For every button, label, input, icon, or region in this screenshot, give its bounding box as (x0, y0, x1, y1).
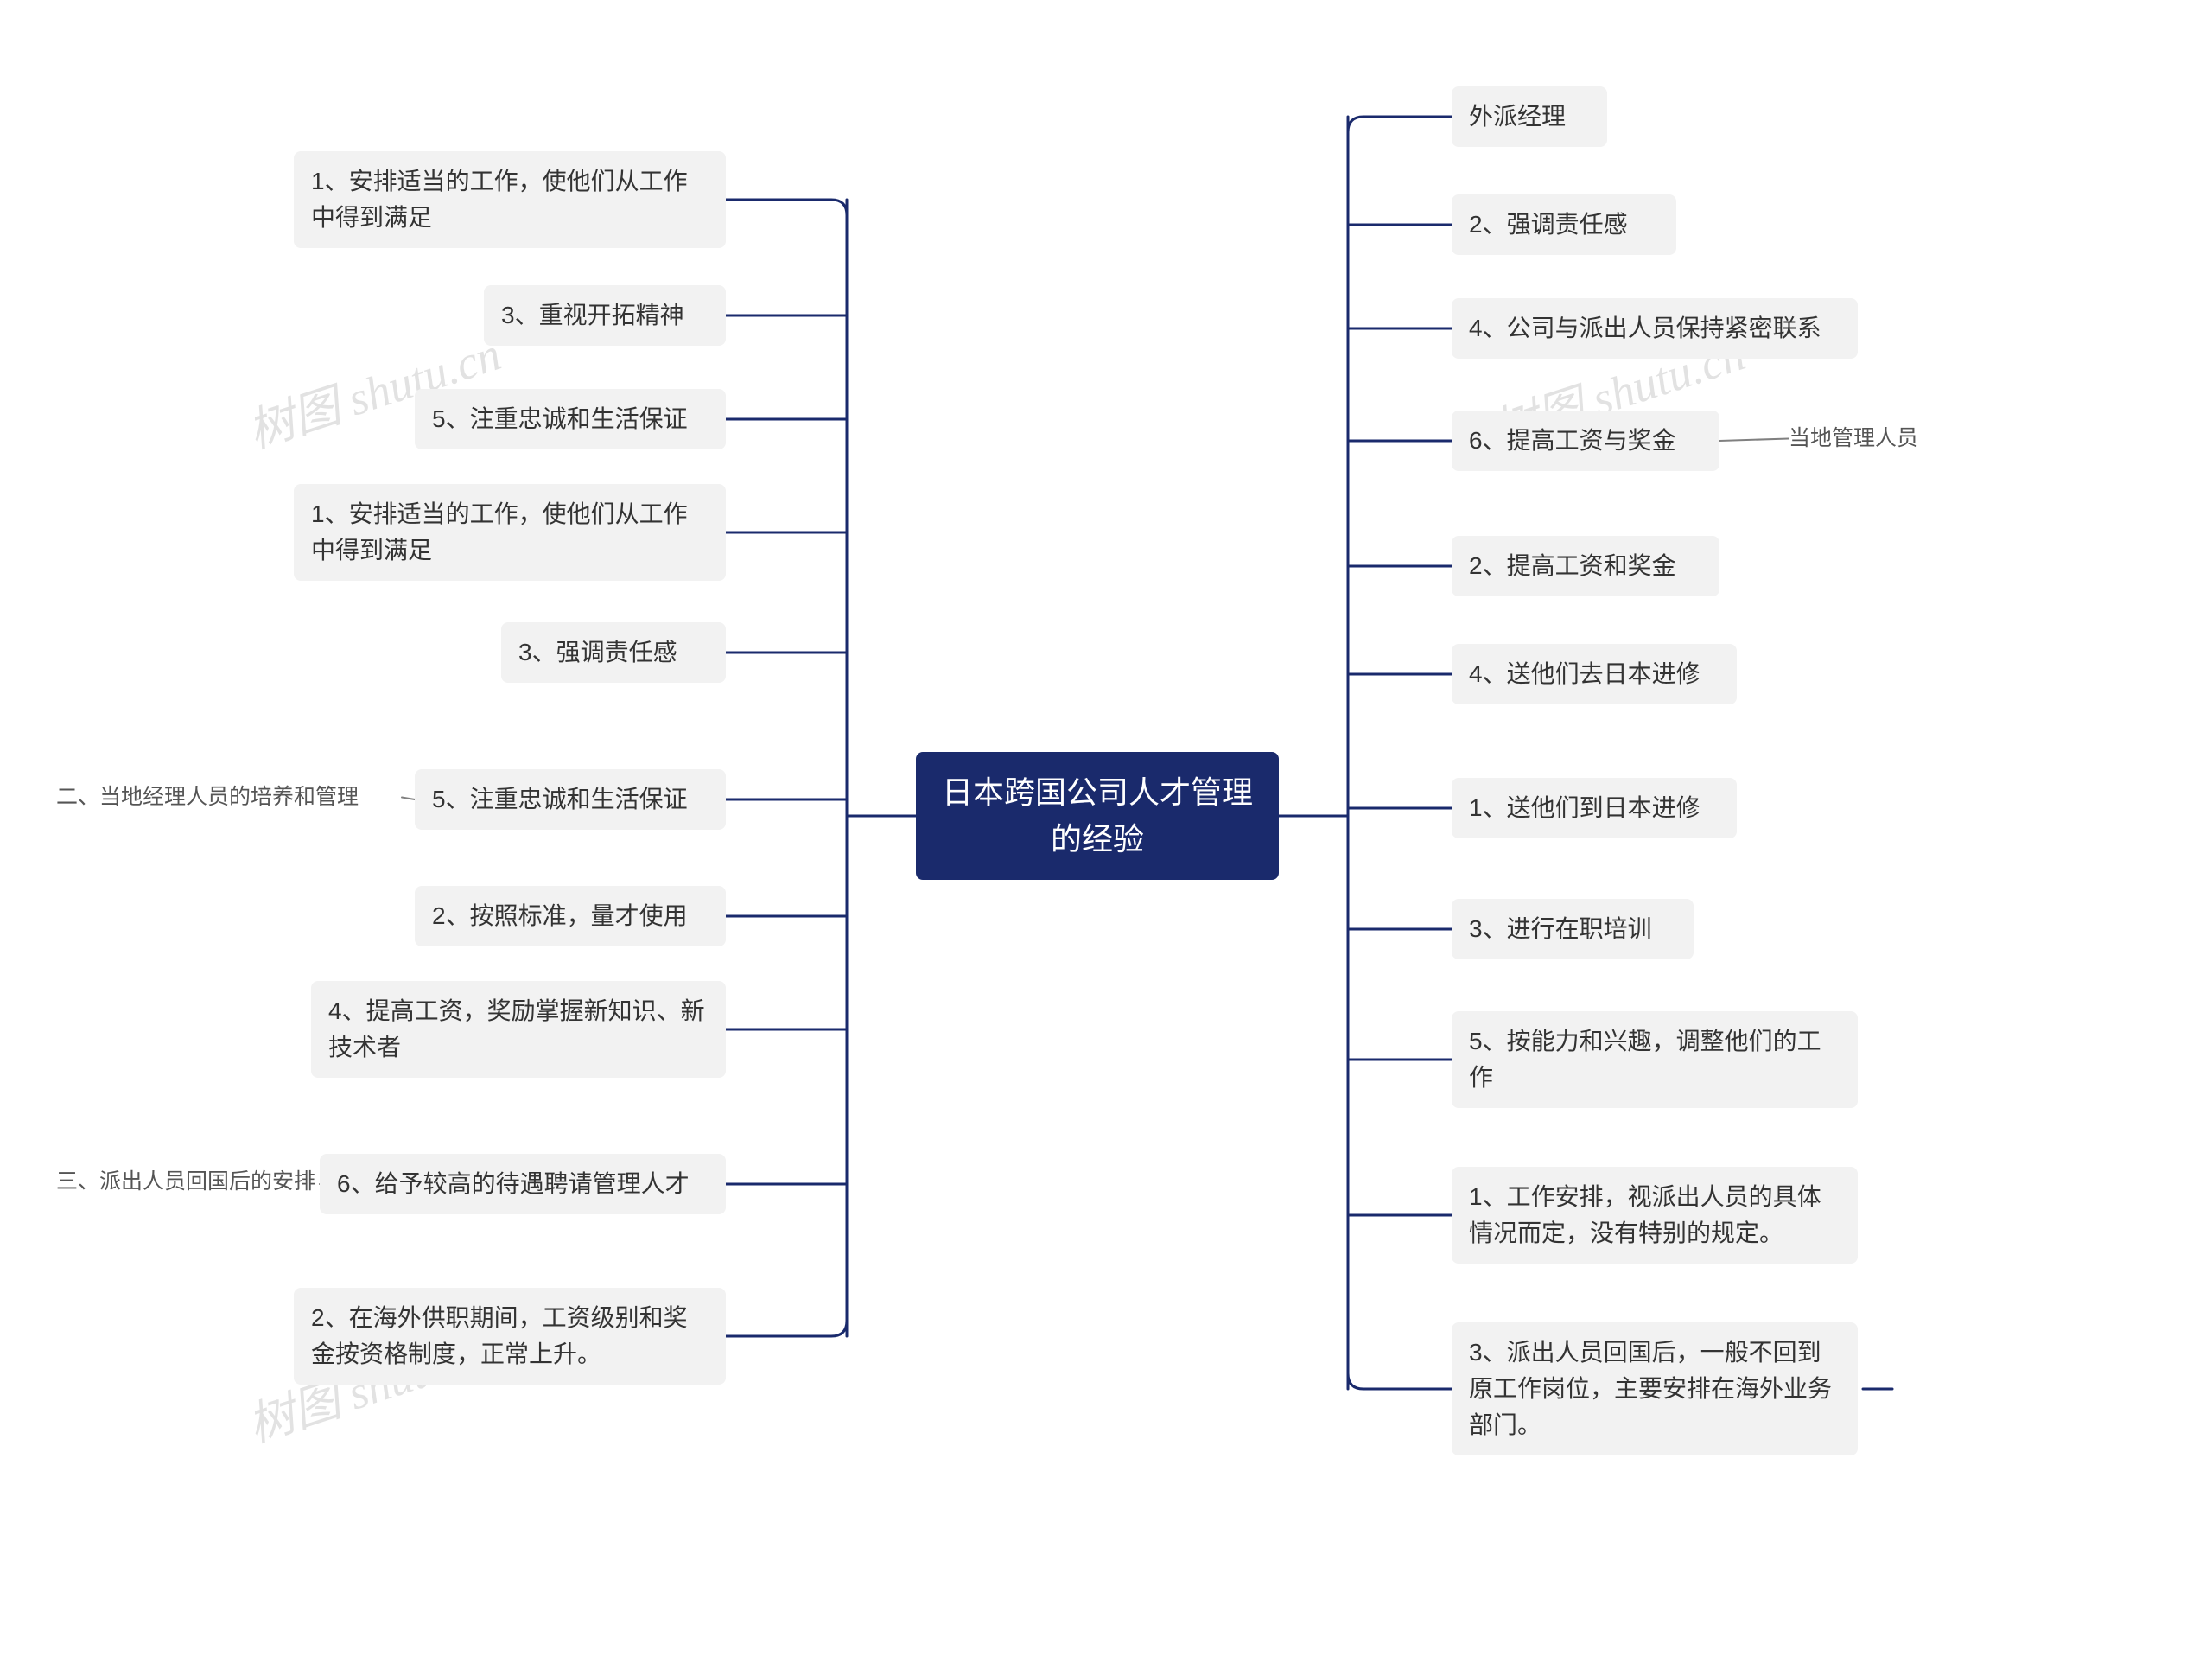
branch-node[interactable]: 4、送他们去日本进修 (1452, 644, 1737, 704)
branch-node[interactable]: 5、注重忠诚和生活保证 (415, 769, 726, 830)
branch-node[interactable]: 2、在海外供职期间，工资级别和奖金按资格制度，正常上升。 (294, 1288, 726, 1385)
leaf-node[interactable]: 二、当地经理人员的培养和管理 (56, 782, 402, 812)
branch-node[interactable]: 3、重视开拓精神 (484, 285, 726, 346)
branch-node[interactable]: 6、提高工资与奖金 (1452, 411, 1719, 471)
branch-node[interactable]: 1、送他们到日本进修 (1452, 778, 1737, 838)
branch-node[interactable]: 4、提高工资，奖励掌握新知识、新技术者 (311, 981, 726, 1078)
branch-node[interactable]: 1、安排适当的工作，使他们从工作中得到满足 (294, 484, 726, 581)
branch-node[interactable]: 3、进行在职培训 (1452, 899, 1694, 959)
branch-node[interactable]: 6、给予较高的待遇聘请管理人才 (320, 1154, 726, 1214)
mindmap-canvas: 树图 shutu.cn 树图 shutu.cn 树图 shutu.cn 树图 s… (0, 0, 2212, 1656)
branch-node[interactable]: 4、公司与派出人员保持紧密联系 (1452, 298, 1858, 359)
branch-node[interactable]: 2、强调责任感 (1452, 194, 1676, 255)
branch-node[interactable]: 5、按能力和兴趣，调整他们的工作 (1452, 1011, 1858, 1108)
leaf-node[interactable]: 三、派出人员回国后的安排 (56, 1167, 350, 1197)
branch-node[interactable]: 1、安排适当的工作，使他们从工作中得到满足 (294, 151, 726, 248)
branch-node[interactable]: 3、强调责任感 (501, 622, 726, 683)
leaf-node[interactable]: 当地管理人员 (1789, 424, 1961, 454)
branch-node[interactable]: 5、注重忠诚和生活保证 (415, 389, 726, 449)
branch-node[interactable]: 3、派出人员回国后，一般不回到原工作岗位，主要安排在海外业务部门。 (1452, 1322, 1858, 1455)
branch-node[interactable]: 外派经理 (1452, 86, 1607, 147)
branch-node[interactable]: 1、工作安排，视派出人员的具体情况而定，没有特别的规定。 (1452, 1167, 1858, 1264)
branch-node[interactable]: 2、提高工资和奖金 (1452, 536, 1719, 596)
root-node[interactable]: 日本跨国公司人才管理的经验 (916, 752, 1279, 880)
branch-node[interactable]: 2、按照标准，量才使用 (415, 886, 726, 946)
